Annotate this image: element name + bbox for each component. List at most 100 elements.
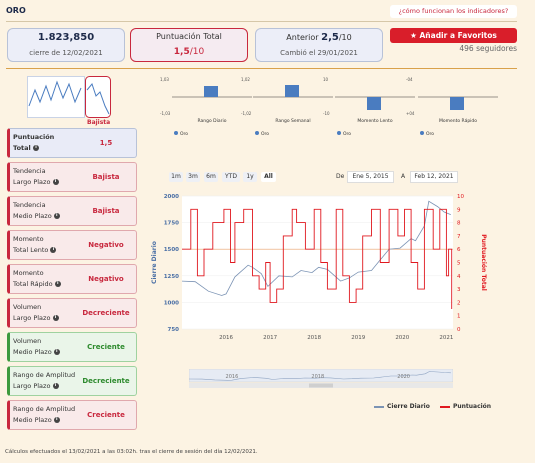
- info-icon[interactable]: i: [53, 349, 60, 355]
- x-tick: 2020: [395, 335, 409, 341]
- previous-score-label: Anterior: [286, 33, 319, 42]
- range-button[interactable]: 1y: [243, 172, 257, 182]
- date-from-input[interactable]: Ene 5, 2015: [347, 171, 394, 183]
- title-divider: [6, 21, 517, 22]
- indicator-label-line-2: Medio Plazo: [13, 348, 52, 356]
- mini-chart-top-tick: -04: [406, 77, 413, 82]
- total-score-suffix: /10: [189, 47, 205, 57]
- indicator-label-line-1: Rango de Amplitud: [13, 405, 76, 413]
- range-button[interactable]: YTD: [222, 172, 240, 182]
- previous-score-card: Anterior 2,5/10 Cambió el 29/01/2021: [255, 28, 383, 62]
- previous-score-suffix: /10: [338, 33, 352, 42]
- mini-legend-label: Oro: [426, 132, 435, 137]
- date-to-input[interactable]: Feb 12, 2021: [410, 171, 458, 183]
- indicator-label: Momento Total Rápido i: [13, 268, 77, 290]
- info-icon[interactable]: i: [54, 281, 61, 287]
- x-tick: 2018: [307, 335, 321, 341]
- navigator-window[interactable]: [189, 369, 453, 383]
- indicator-label: Tendencia Largo Plazo i: [13, 166, 77, 188]
- y-right-tick: 3: [457, 287, 461, 293]
- x-tick: 2016: [219, 335, 233, 341]
- mini-chart-legend[interactable]: Oro: [174, 131, 188, 137]
- close-price-card: 1.823,850 cierre de 12/02/2021: [7, 28, 125, 62]
- y-right-tick: 5: [457, 261, 461, 267]
- series-price-line: [181, 200, 451, 296]
- info-icon[interactable]: i: [33, 145, 40, 151]
- section-divider: [6, 68, 517, 69]
- mini-chart-legend[interactable]: Oro: [255, 131, 269, 137]
- legend-item-score[interactable]: Puntuación: [439, 403, 491, 410]
- mini-chart-top-tick: 10: [323, 77, 329, 82]
- mini-legend-label: Oro: [343, 132, 352, 137]
- mini-chart-bar: [450, 97, 464, 110]
- main-chart: 750 1000 1250 1500 1750 2000 0 1 2 3 4 5 6 7 8 9 10 2016 2…: [151, 194, 487, 341]
- mini-chart-legend[interactable]: Oro: [420, 131, 434, 137]
- indicator-label: Momento Total Lento i: [13, 234, 77, 256]
- indicator-label-line-1: Rango de Amplitud: [13, 371, 76, 379]
- indicator-label-line-1: Tendencia: [13, 167, 46, 175]
- mini-legend-label: Oro: [180, 132, 189, 137]
- mini-legend-dot: [174, 131, 178, 135]
- y-right-tick: 0: [457, 327, 461, 333]
- navigator-tick: 2020: [397, 374, 410, 380]
- legend-item-price[interactable]: Cierre Diario: [374, 403, 430, 410]
- info-icon[interactable]: i: [53, 213, 60, 219]
- scrollbar-thumb[interactable]: [309, 383, 333, 388]
- mini-chart: 1,02 -1,02 Rango Semanal Oro: [241, 75, 333, 137]
- footer-note: Cálculos efectuados el 13/02/2021 a las …: [5, 449, 258, 455]
- mini-chart-caption: Momento Lento: [357, 119, 393, 124]
- indicator-label-line-1: Volumen: [13, 303, 42, 311]
- range-button[interactable]: 6m: [204, 172, 218, 182]
- mini-chart-bar: [367, 97, 381, 110]
- y-left-tick: 1500: [164, 247, 179, 253]
- indicator-value: Decreciente: [82, 377, 130, 385]
- trend-thumb-neutral-frame: [27, 76, 85, 118]
- info-icon[interactable]: i: [50, 247, 57, 253]
- trend-thumb-selected-line: [86, 82, 110, 115]
- indicator-value: Creciente: [87, 411, 125, 419]
- range-button[interactable]: All: [261, 172, 276, 182]
- how-indicators-link[interactable]: ¿cómo funcionan los indicadores?: [390, 5, 517, 18]
- chart-navigator[interactable]: 2016 2018 2020: [189, 369, 453, 389]
- indicator-row: Puntuación Total i 1,5: [7, 128, 137, 158]
- asset-title: ORO: [6, 6, 26, 15]
- total-score-value: 1,5: [173, 47, 190, 57]
- mini-chart-caption: Rango Semanal: [275, 119, 311, 124]
- indicator-label-line-1: Momento: [13, 235, 44, 243]
- range-button[interactable]: 3m: [186, 172, 200, 182]
- total-score-title: Puntuación Total: [156, 32, 222, 41]
- info-icon[interactable]: i: [52, 179, 59, 185]
- navigator-tick: 2016: [226, 374, 239, 380]
- indicator-value: Decreciente: [82, 309, 130, 317]
- add-favorites-button[interactable]: ★ Añadir a Favoritos: [390, 28, 517, 43]
- add-favorites-label: Añadir a Favoritos: [419, 31, 497, 40]
- indicator-label: Rango de Amplitud Medio Plazo i: [13, 404, 77, 426]
- y-right-tick: 6: [457, 247, 461, 253]
- indicator-value: Negativo: [88, 241, 124, 249]
- x-tick: 2017: [263, 335, 277, 341]
- indicator-label: Puntuación Total i: [13, 132, 77, 154]
- indicator-label-line-1: Puntuación: [13, 133, 55, 141]
- y-right-tick: 8: [457, 221, 461, 227]
- navigator-tick: 2018: [311, 374, 324, 380]
- mini-chart-caption: Momento Rápido: [438, 119, 478, 124]
- y-right-tick: 7: [457, 234, 461, 240]
- info-icon[interactable]: i: [52, 383, 59, 389]
- total-score: 1,5/10: [131, 47, 247, 57]
- info-icon[interactable]: i: [52, 315, 59, 321]
- indicator-label-line-1: Momento: [13, 269, 44, 277]
- y-right-tick: 10: [457, 194, 464, 200]
- indicator-label-line-2: Largo Plazo: [13, 314, 51, 322]
- indicator-row: Volumen Medio Plazo i Creciente: [7, 332, 137, 362]
- mini-chart-legend[interactable]: Oro: [337, 131, 351, 137]
- star-icon: ★: [410, 31, 417, 40]
- mini-chart-bottom-tick: +04: [406, 111, 415, 116]
- y-left-axis-label: Cierre Diario: [151, 241, 158, 284]
- trend-thumb-label: Bajista: [87, 119, 111, 126]
- mini-chart-bottom-tick: -1,02: [241, 111, 252, 116]
- mini-legend-dot: [255, 131, 259, 135]
- info-icon[interactable]: i: [53, 417, 60, 423]
- range-button[interactable]: 1m: [169, 172, 183, 182]
- y-right-tick: 9: [457, 207, 461, 213]
- trend-thumb-neutral-line: [28, 80, 82, 107]
